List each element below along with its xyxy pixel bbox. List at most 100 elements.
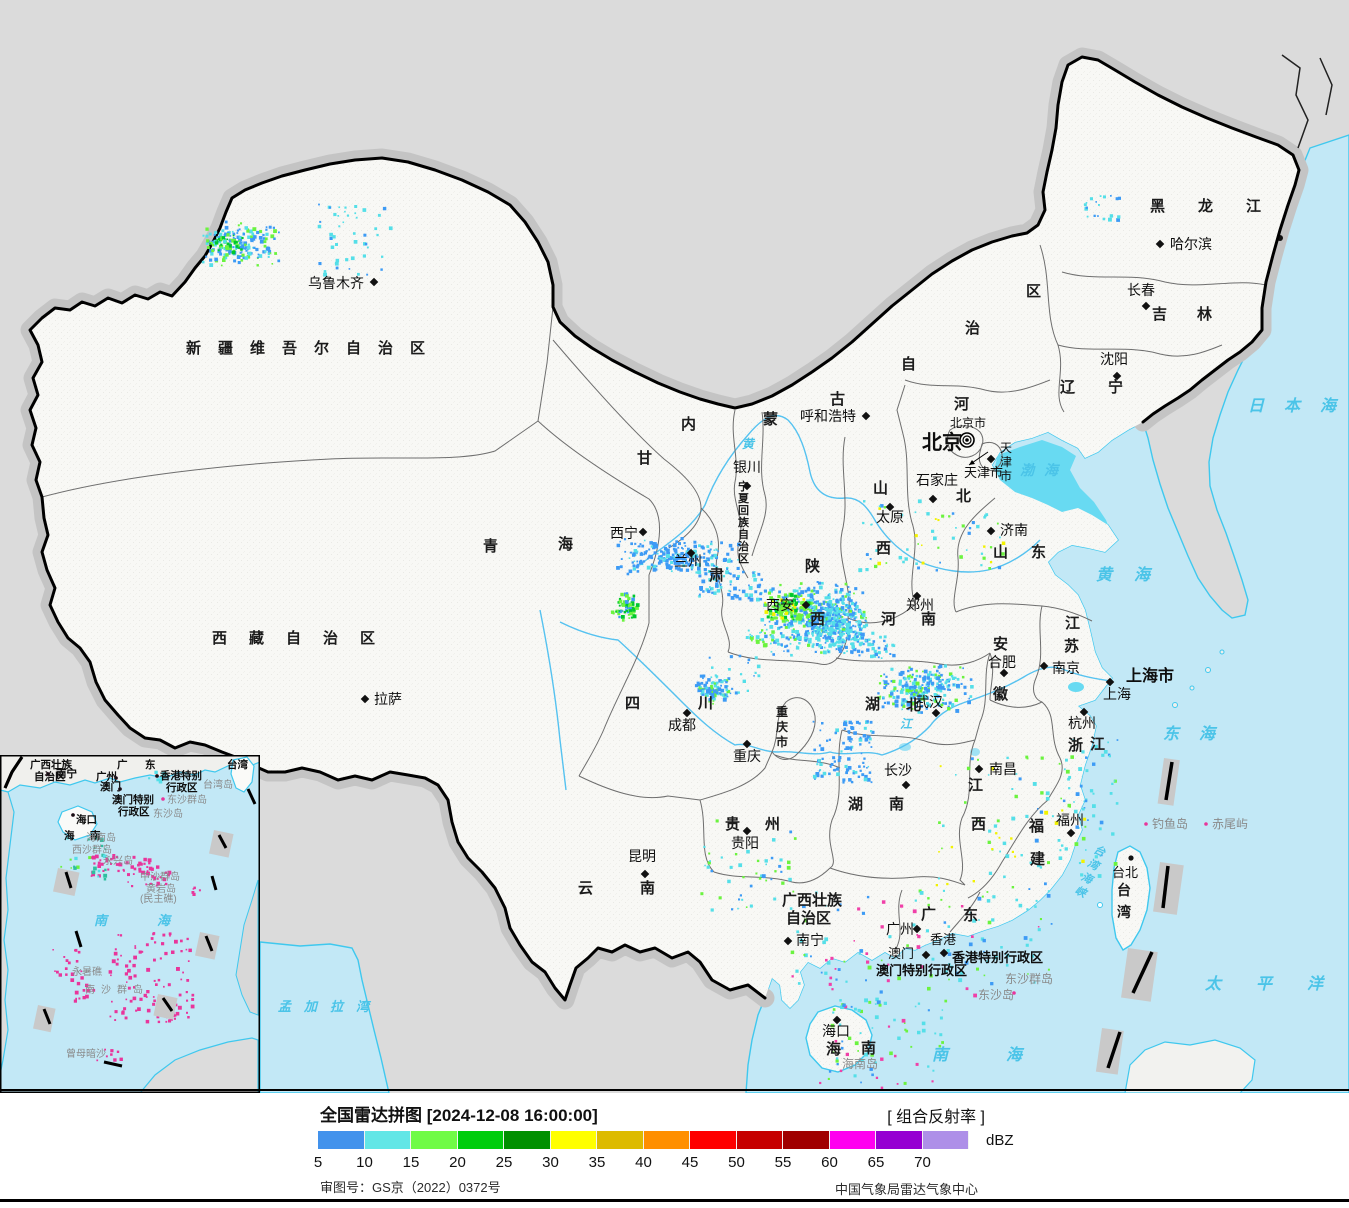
inset-island-mark: [177, 1005, 182, 1010]
radar-echo: [363, 242, 367, 246]
radar-echo: [851, 611, 855, 615]
radar-echo: [249, 230, 253, 233]
city-label: 长春: [1127, 282, 1155, 298]
radar-echo: [982, 556, 986, 560]
inset-island-mark: [96, 1059, 99, 1062]
inset-island-mark: [116, 1050, 120, 1053]
radar-echo: [694, 553, 698, 558]
radar-echo: [696, 681, 700, 685]
radar-echo: [759, 631, 761, 634]
radar-echo: [220, 236, 223, 239]
radar-echo: [837, 759, 841, 763]
radar-echo: [331, 233, 333, 235]
radar-echo: [616, 543, 621, 548]
inset-island-mark: [167, 983, 171, 987]
inset-frame: [0, 755, 260, 1093]
radar-echo: [675, 540, 678, 543]
radar-echo: [874, 1061, 877, 1064]
radar-echo: [645, 550, 648, 553]
radar-echo: [902, 698, 906, 702]
radar-echo: [681, 561, 684, 565]
radar-echo: [829, 765, 832, 767]
inset-island-mark: [180, 950, 183, 953]
radar-echo: [926, 676, 930, 680]
radar-echo: [678, 553, 681, 556]
radar-echo: [878, 507, 881, 510]
radar-echo: [758, 583, 762, 587]
radar-echo: [912, 909, 917, 914]
city-label: 台北: [1112, 865, 1138, 880]
radar-echo: [780, 616, 784, 620]
radar-echo: [795, 646, 800, 650]
radar-echo: [1045, 791, 1050, 796]
radar-echo: [785, 644, 789, 648]
radar-echo: [939, 1033, 943, 1037]
radar-echo: [220, 237, 224, 241]
radar-echo: [854, 770, 858, 774]
radar-echo: [674, 550, 678, 554]
radar-echo: [848, 626, 853, 630]
radar-echo: [820, 621, 823, 624]
radar-echo: [618, 599, 623, 604]
nine-dash-segment: [246, 788, 257, 805]
radar-echo: [778, 626, 781, 629]
radar-echo: [878, 1003, 882, 1007]
radar-echo: [716, 584, 720, 588]
radar-echo: [973, 993, 977, 998]
radar-echo: [880, 1057, 884, 1061]
penghu-islet: [1097, 902, 1103, 908]
radar-echo: [246, 229, 250, 233]
radar-echo: [775, 616, 778, 620]
radar-echo: [834, 610, 837, 613]
radar-echo: [1059, 856, 1061, 859]
radar-echo: [1081, 836, 1086, 841]
radar-echo: [749, 633, 752, 636]
agency-credit: 中国气象局雷达气象中心: [834, 1182, 978, 1197]
radar-echo: [695, 562, 698, 565]
radar-echo: [811, 634, 814, 637]
city-label: 长沙: [884, 762, 912, 778]
radar-echo: [898, 682, 902, 686]
radar-echo: [698, 594, 701, 598]
inset-island-mark: [127, 881, 129, 883]
radar-echo: [240, 255, 243, 257]
radar-echo: [348, 268, 351, 270]
radar-echo: [877, 696, 881, 700]
radar-echo: [816, 774, 820, 778]
radar-echo: [859, 736, 862, 739]
radar-echo: [1068, 787, 1071, 790]
radar-echo: [777, 599, 780, 601]
radar-echo: [720, 541, 723, 545]
radar-echo: [1085, 769, 1089, 773]
inset-city-dot: [114, 776, 118, 780]
radar-echo: [1107, 753, 1111, 757]
radar-echo: [666, 550, 669, 554]
radar-echo: [917, 934, 921, 939]
radar-echo: [805, 610, 808, 613]
radar-echo: [789, 830, 793, 834]
radar-echo: [753, 578, 757, 582]
radar-echo: [849, 610, 852, 613]
radar-echo: [661, 551, 664, 553]
radar-echo: [922, 670, 924, 673]
boundary-dash: [1106, 1031, 1122, 1069]
radar-echo: [850, 780, 854, 784]
radar-echo: [627, 596, 631, 601]
radar-echo: [765, 879, 768, 882]
radar-echo: [1116, 218, 1120, 222]
city-marker: [640, 869, 650, 879]
radar-echo: [617, 612, 621, 616]
radar-echo: [839, 999, 842, 1002]
radar-echo: [840, 630, 844, 633]
radar-echo: [997, 565, 1002, 570]
radar-echo: [656, 552, 659, 555]
radar-echo: [643, 539, 646, 542]
radar-echo: [938, 688, 941, 692]
radar-echo: [224, 220, 228, 224]
radar-echo: [930, 682, 934, 686]
radar-echo: [725, 693, 728, 696]
radar-echo: [759, 592, 762, 596]
radar-echo: [770, 856, 774, 860]
radar-echo: [694, 684, 698, 688]
